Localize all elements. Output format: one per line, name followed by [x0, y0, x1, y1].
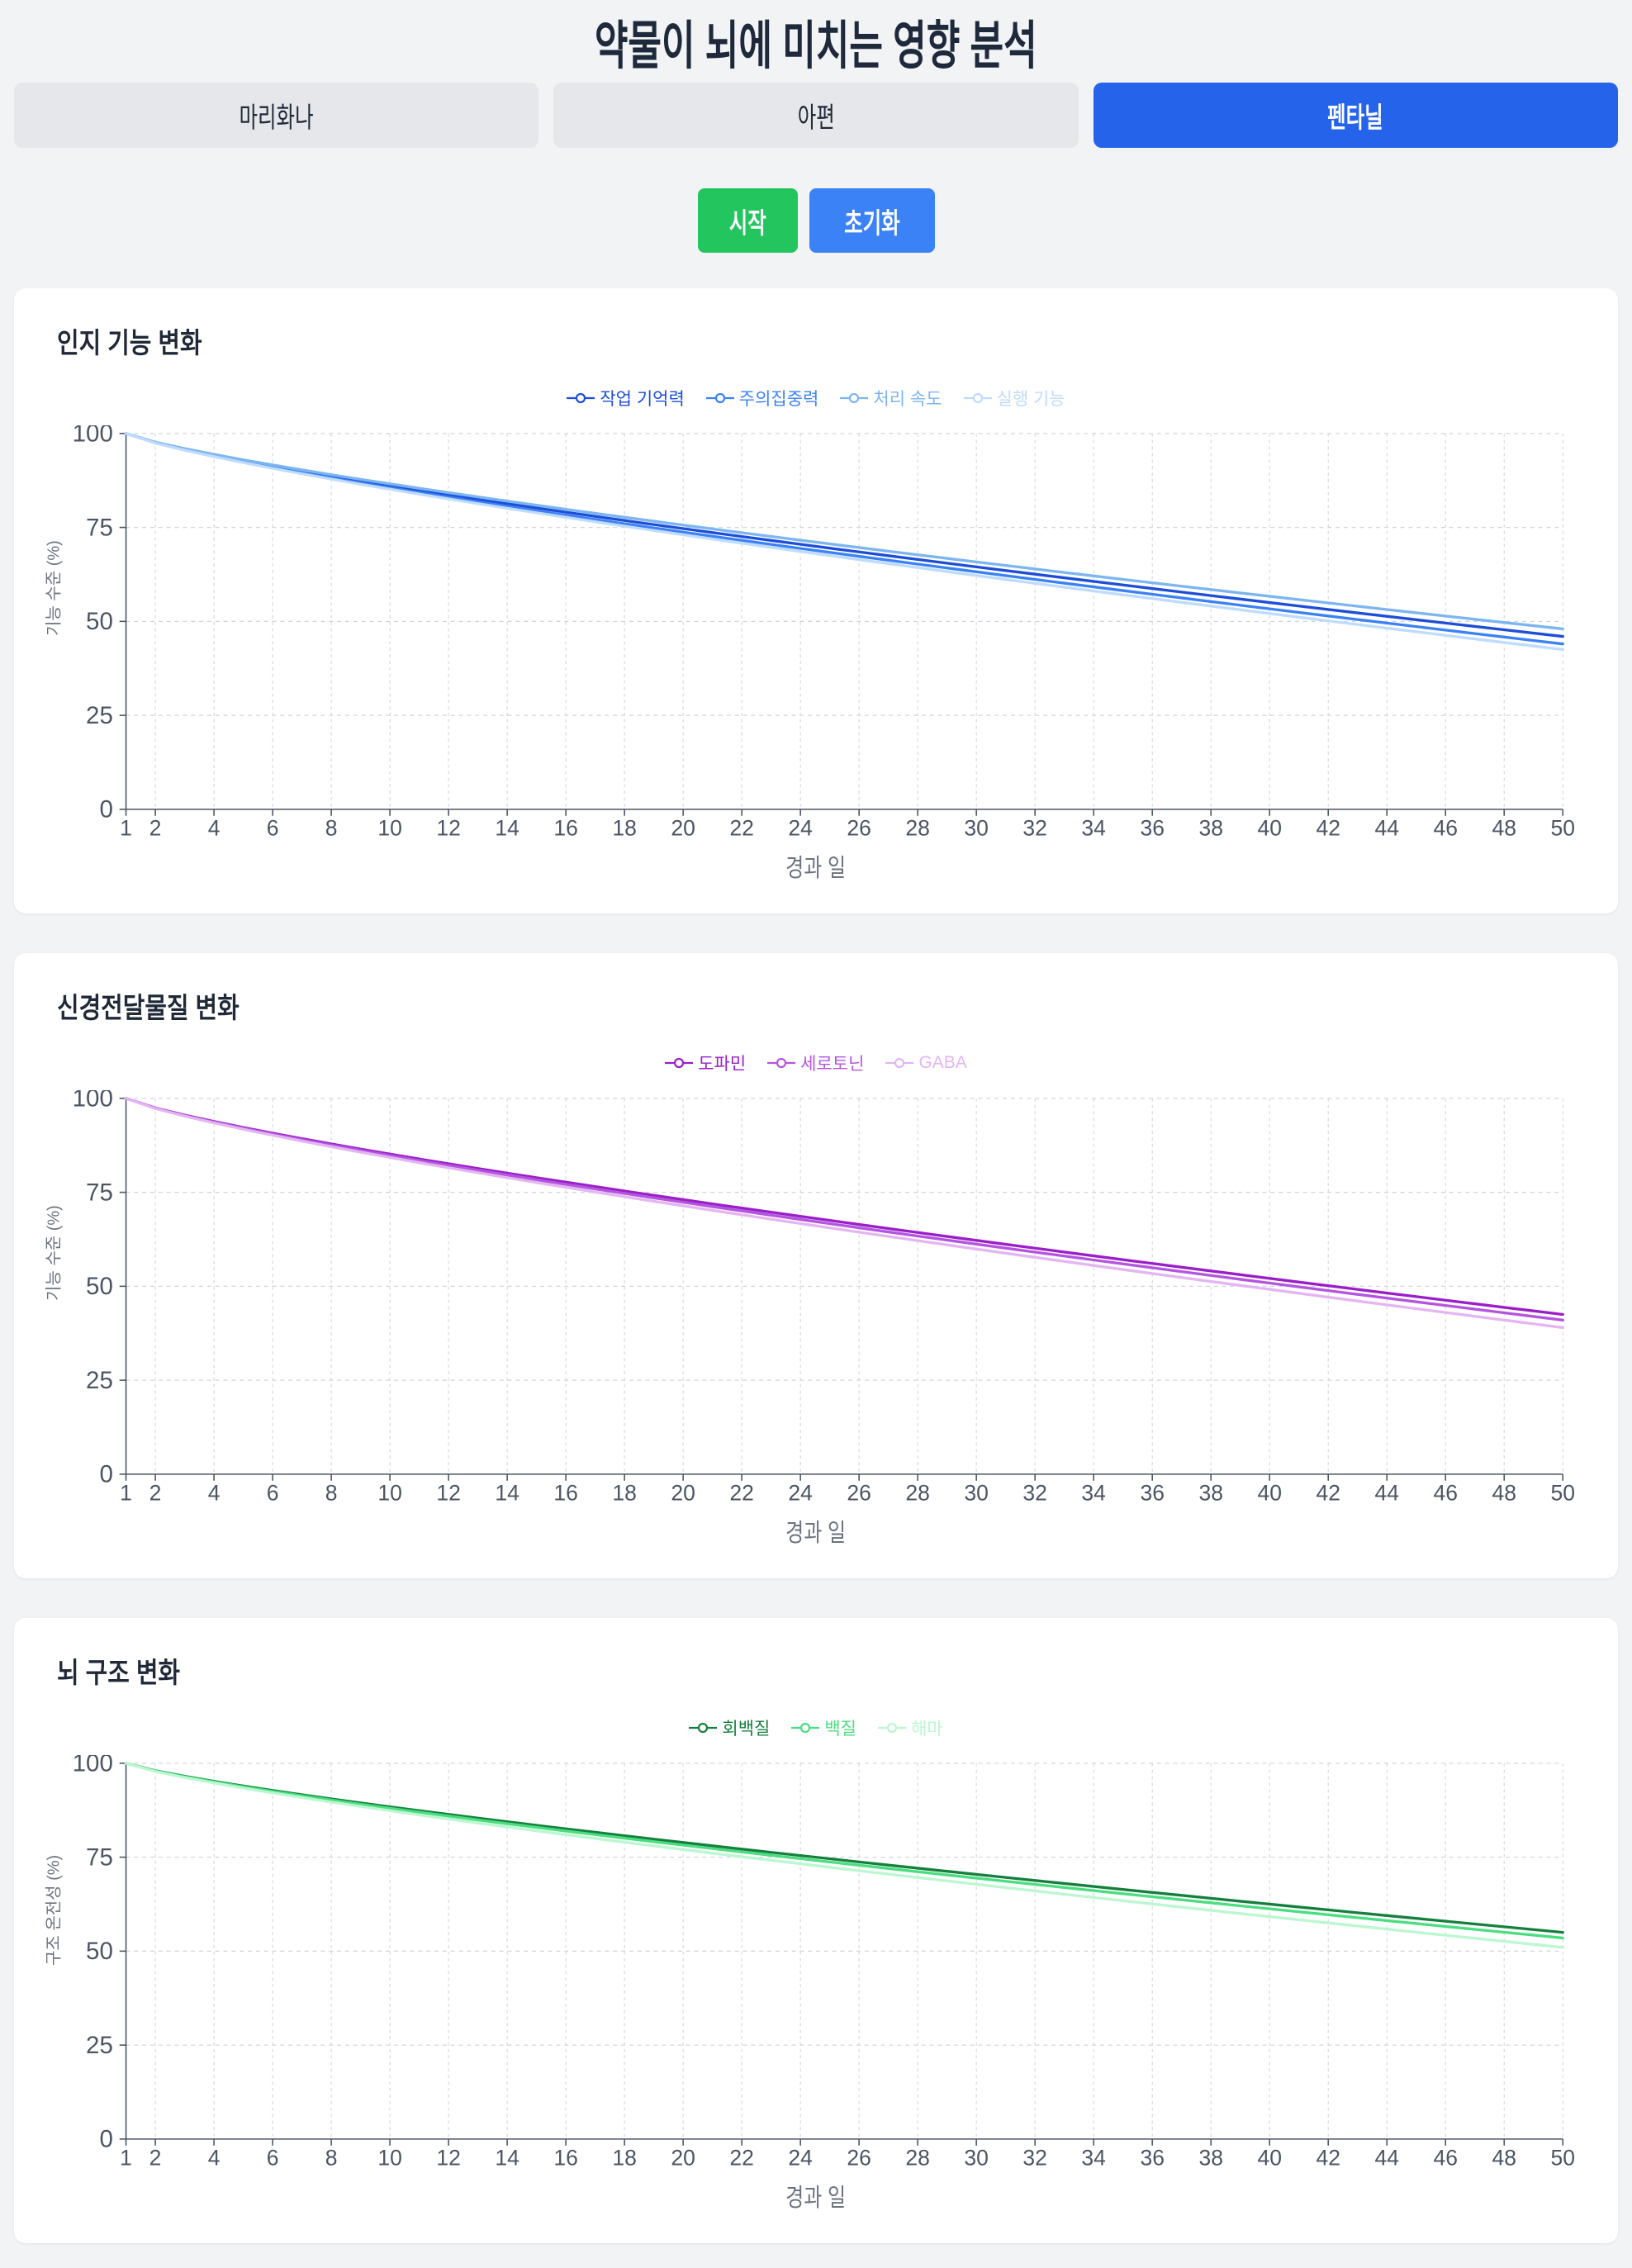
svg-text:32: 32 [1022, 815, 1047, 840]
svg-text:46: 46 [1433, 815, 1458, 840]
svg-text:2: 2 [149, 815, 162, 840]
svg-text:28: 28 [905, 1480, 930, 1505]
svg-text:26: 26 [847, 1480, 871, 1505]
svg-text:22: 22 [729, 2146, 754, 2171]
svg-text:1: 1 [120, 1480, 132, 1505]
svg-text:75: 75 [86, 1844, 113, 1872]
svg-text:46: 46 [1433, 2146, 1458, 2171]
svg-text:36: 36 [1140, 1480, 1165, 1505]
svg-text:50: 50 [1550, 815, 1575, 840]
svg-text:1: 1 [120, 2146, 132, 2171]
svg-text:14: 14 [495, 815, 519, 840]
svg-text:42: 42 [1316, 815, 1340, 840]
svg-text:4: 4 [208, 1480, 221, 1505]
svg-text:75: 75 [86, 514, 113, 541]
svg-text:8: 8 [325, 2146, 338, 2171]
svg-text:4: 4 [208, 815, 221, 840]
svg-text:50: 50 [86, 608, 113, 635]
svg-text:20: 20 [671, 2146, 695, 2171]
svg-text:30: 30 [964, 815, 989, 840]
svg-text:16: 16 [553, 2146, 578, 2171]
svg-text:2: 2 [149, 2146, 162, 2171]
svg-text:20: 20 [671, 815, 695, 840]
svg-text:44: 44 [1374, 1480, 1399, 1505]
svg-text:32: 32 [1022, 1480, 1047, 1505]
svg-text:24: 24 [788, 1480, 812, 1505]
svg-text:4: 4 [208, 2146, 221, 2171]
svg-text:24: 24 [788, 815, 812, 840]
svg-text:12: 12 [436, 1480, 461, 1505]
svg-text:44: 44 [1374, 815, 1399, 840]
svg-text:26: 26 [847, 2146, 871, 2171]
svg-text:16: 16 [553, 815, 578, 840]
svg-text:42: 42 [1316, 2146, 1340, 2171]
svg-text:75: 75 [86, 1179, 113, 1207]
svg-text:50: 50 [1550, 1480, 1575, 1505]
svg-text:20: 20 [671, 1480, 695, 1505]
svg-text:8: 8 [325, 815, 338, 840]
svg-text:18: 18 [612, 1480, 637, 1505]
svg-text:25: 25 [86, 2032, 113, 2059]
svg-text:18: 18 [612, 815, 637, 840]
svg-text:34: 34 [1081, 2146, 1106, 2171]
svg-text:10: 10 [377, 815, 402, 840]
svg-text:0: 0 [99, 1461, 112, 1488]
svg-text:40: 40 [1257, 2146, 1282, 2171]
svg-text:14: 14 [495, 2146, 519, 2171]
svg-text:6: 6 [267, 2146, 279, 2171]
svg-text:12: 12 [436, 2146, 461, 2171]
svg-text:14: 14 [495, 1480, 519, 1505]
svg-text:48: 48 [1492, 2146, 1516, 2171]
svg-text:46: 46 [1433, 1480, 1458, 1505]
svg-text:100: 100 [73, 425, 113, 448]
svg-text:40: 40 [1257, 1480, 1282, 1505]
svg-text:1: 1 [120, 815, 132, 840]
svg-text:12: 12 [436, 815, 461, 840]
svg-text:38: 38 [1198, 1480, 1223, 1505]
svg-text:22: 22 [729, 815, 754, 840]
svg-text:42: 42 [1316, 1480, 1340, 1505]
svg-text:8: 8 [325, 1480, 338, 1505]
svg-text:30: 30 [964, 1480, 989, 1505]
svg-text:25: 25 [86, 1367, 113, 1394]
svg-text:34: 34 [1081, 815, 1106, 840]
svg-text:2: 2 [149, 1480, 162, 1505]
svg-text:36: 36 [1140, 2146, 1165, 2171]
svg-text:0: 0 [99, 2126, 112, 2153]
svg-text:38: 38 [1198, 815, 1223, 840]
svg-text:50: 50 [86, 1938, 113, 1965]
svg-text:40: 40 [1257, 815, 1282, 840]
svg-text:10: 10 [377, 1480, 402, 1505]
svg-text:26: 26 [847, 815, 871, 840]
svg-text:50: 50 [1550, 2146, 1575, 2171]
svg-text:16: 16 [553, 1480, 578, 1505]
svg-text:6: 6 [267, 815, 279, 840]
svg-text:36: 36 [1140, 815, 1165, 840]
svg-text:25: 25 [86, 702, 113, 729]
svg-text:48: 48 [1492, 1480, 1516, 1505]
svg-text:10: 10 [377, 2146, 402, 2171]
svg-text:28: 28 [905, 815, 930, 840]
svg-text:24: 24 [788, 2146, 812, 2171]
svg-text:34: 34 [1081, 1480, 1106, 1505]
svg-text:32: 32 [1022, 2146, 1047, 2171]
svg-text:100: 100 [73, 1755, 113, 1777]
svg-text:48: 48 [1492, 815, 1516, 840]
svg-text:28: 28 [905, 2146, 930, 2171]
svg-text:50: 50 [86, 1273, 113, 1300]
svg-text:6: 6 [267, 1480, 279, 1505]
svg-text:100: 100 [73, 1090, 113, 1113]
svg-text:30: 30 [964, 2146, 989, 2171]
svg-text:18: 18 [612, 2146, 637, 2171]
svg-text:0: 0 [99, 796, 112, 823]
svg-text:38: 38 [1198, 2146, 1223, 2171]
svg-text:22: 22 [729, 1480, 754, 1505]
svg-text:44: 44 [1374, 2146, 1399, 2171]
